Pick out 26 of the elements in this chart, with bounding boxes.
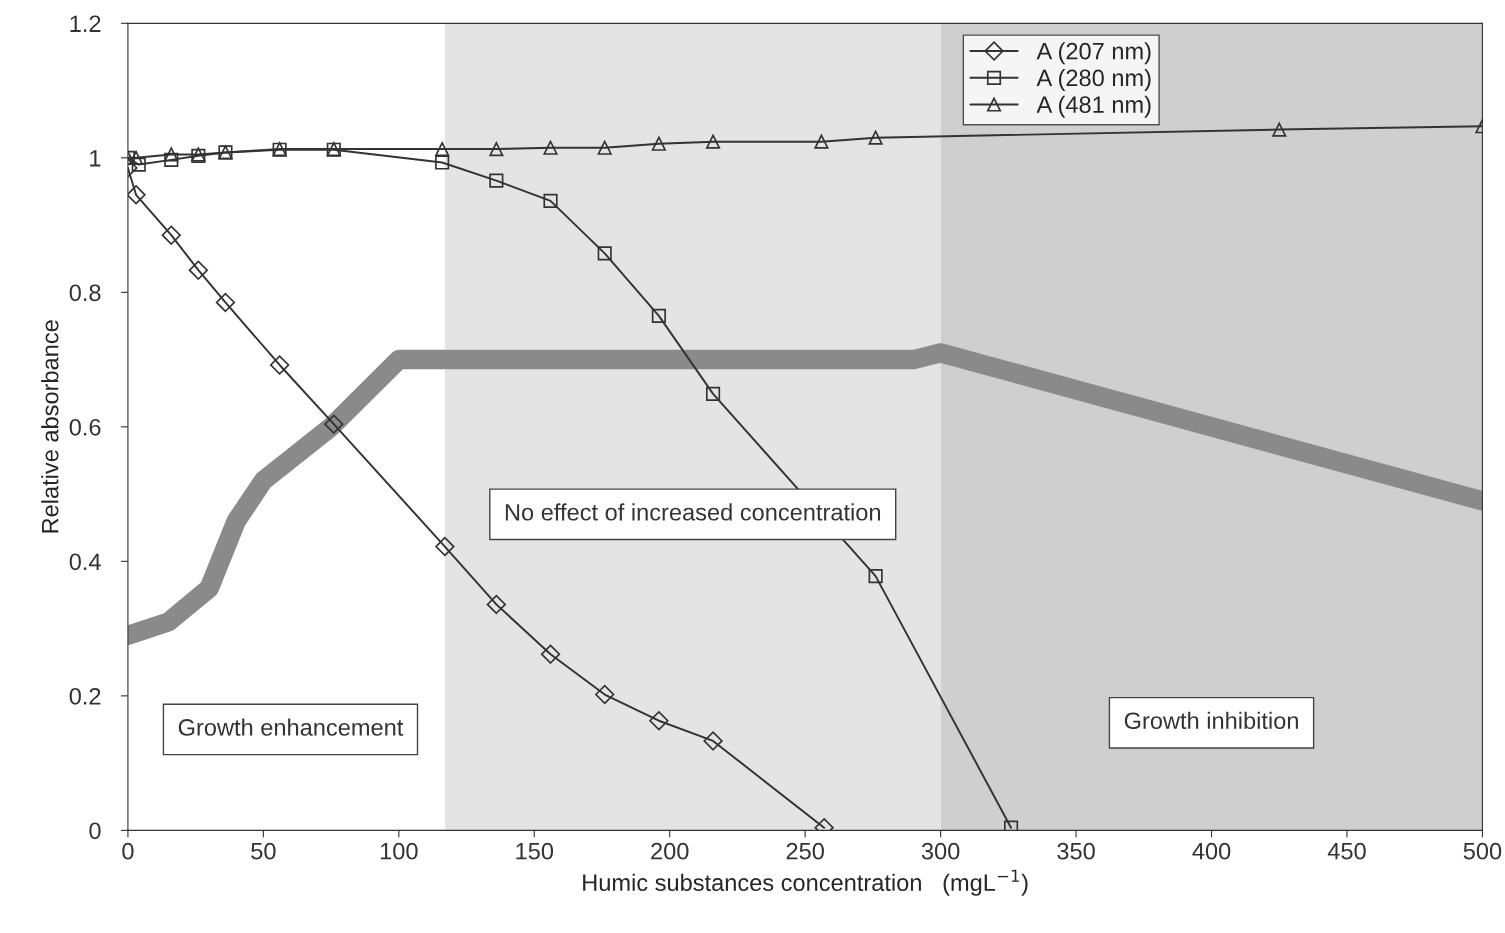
- x-tick-label: 100: [380, 842, 418, 860]
- band-label: Growth inhibition: [1124, 711, 1298, 730]
- x-tick-label: 300: [921, 842, 960, 860]
- y-tick-label: 1.2: [70, 15, 101, 32]
- x-tick-label: 450: [1327, 842, 1366, 860]
- legend-label: A (207 nm): [1036, 42, 1151, 65]
- annotation: Growth enhancement: [178, 718, 404, 736]
- x-tick-label: 250: [786, 842, 824, 860]
- x-tick-label: 350: [1057, 842, 1095, 860]
- x-tick-label: 500: [1463, 842, 1502, 860]
- band-label: No effect of increased concentration: [505, 503, 881, 521]
- y-tick-label: 0: [89, 822, 101, 840]
- legend-label: A (481 nm): [1036, 95, 1151, 118]
- y-tick-label: 0.2: [69, 687, 101, 705]
- x-tick-label: 0: [122, 842, 134, 860]
- x-tick-label: 400: [1192, 842, 1231, 860]
- y-tick-label: 1: [90, 150, 101, 167]
- y-tick-label: 0.6: [69, 418, 101, 436]
- legend-label: A (280 nm): [1036, 68, 1151, 91]
- x-tick-label: 50: [251, 842, 276, 860]
- y-tick-label: 0.4: [69, 553, 101, 571]
- x-axis-title: Humic substances concentration (mgL$^{−1}$): [583, 869, 1028, 896]
- y-axis-title: Relative absorbance: [41, 320, 59, 533]
- x-tick-label: 150: [516, 842, 554, 860]
- y-tick-label: 0.8: [69, 284, 101, 302]
- x-tick-label: 200: [651, 842, 689, 860]
